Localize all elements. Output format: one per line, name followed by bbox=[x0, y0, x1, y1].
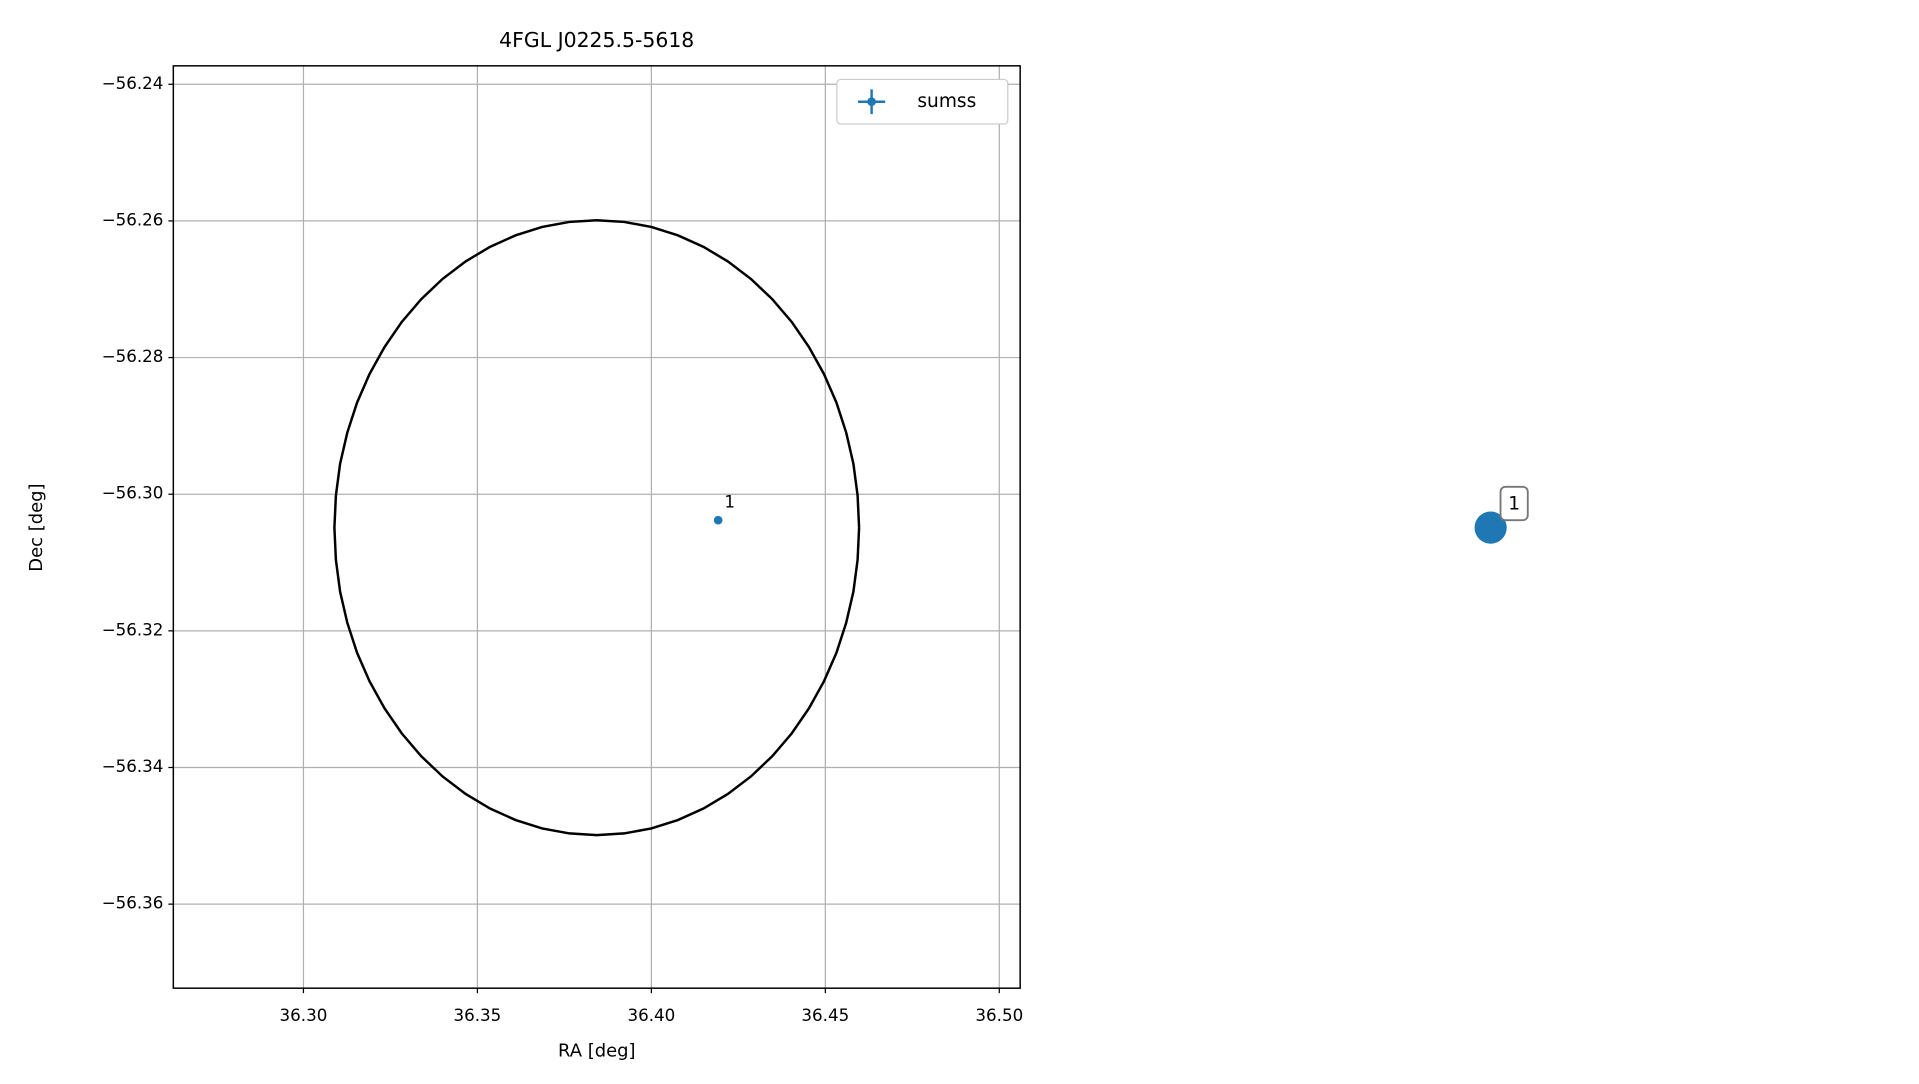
x-tick-label: 36.30 bbox=[280, 1005, 328, 1025]
legend-label: sumss bbox=[917, 91, 976, 112]
y-tick-label: −56.28 bbox=[102, 346, 164, 366]
y-tick-label: −56.34 bbox=[102, 756, 164, 776]
x-tick-label: 36.50 bbox=[975, 1005, 1023, 1025]
y-tick-label: −56.30 bbox=[102, 483, 164, 503]
error-ellipse bbox=[333, 218, 861, 837]
y-tick-label: −56.36 bbox=[102, 893, 164, 913]
side-marker-label: 1 bbox=[1508, 494, 1520, 515]
x-tick-label: 36.45 bbox=[801, 1005, 849, 1025]
side-marker bbox=[1474, 511, 1507, 544]
plot-frame bbox=[172, 65, 1021, 989]
x-tick-label: 36.40 bbox=[627, 1005, 675, 1025]
y-tick-label: −56.32 bbox=[102, 619, 164, 639]
x-tick-label: 36.35 bbox=[453, 1005, 501, 1025]
y-axis-label: Dec [deg] bbox=[26, 484, 47, 572]
legend-marker bbox=[867, 97, 876, 107]
y-tick-label: −56.24 bbox=[102, 73, 164, 93]
side-marker-box bbox=[1499, 485, 1529, 522]
point bbox=[713, 515, 723, 525]
chart-title: 4FGL J0225.5-5618 bbox=[499, 28, 694, 52]
y-tick-label: −56.26 bbox=[102, 209, 164, 229]
point-label: 1 bbox=[724, 491, 735, 511]
legend-box bbox=[836, 78, 1009, 125]
x-axis-label: RA [deg] bbox=[558, 1040, 636, 1061]
